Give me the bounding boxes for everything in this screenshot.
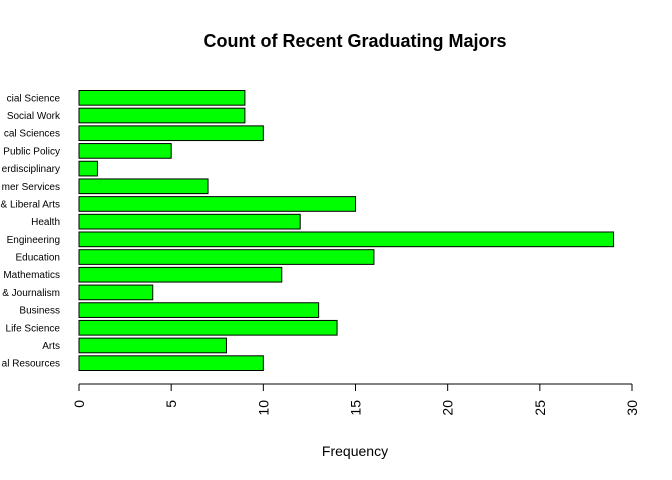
bar-5 bbox=[78, 266, 283, 283]
bar-15 bbox=[78, 90, 246, 106]
category-label: Mathematics bbox=[3, 270, 60, 281]
x-axis: 0 5 10 15 20 25 30 bbox=[71, 383, 640, 416]
chart-title: Count of Recent Graduating Majors bbox=[203, 31, 506, 51]
category-label: Education bbox=[16, 253, 60, 264]
category-label: Health bbox=[31, 217, 60, 228]
category-label: mer Services bbox=[2, 182, 60, 193]
bar-10 bbox=[78, 178, 209, 195]
bar-4 bbox=[78, 284, 154, 301]
bar-1 bbox=[78, 337, 227, 354]
category-labels: al Resources Arts Life Science Business & Jo… bbox=[1, 93, 61, 369]
x-tick-label: 10 bbox=[255, 400, 271, 416]
bar-12 bbox=[78, 143, 172, 159]
x-tick-label: 5 bbox=[163, 400, 179, 408]
category-label: Life Science bbox=[6, 323, 61, 334]
bar-14 bbox=[78, 107, 246, 124]
category-label: Arts bbox=[42, 341, 60, 352]
bar-6 bbox=[78, 249, 375, 265]
x-tick-label: 0 bbox=[71, 400, 87, 408]
x-tick-label: 30 bbox=[624, 400, 640, 416]
category-label: Engineering bbox=[7, 235, 60, 246]
x-tick-label: 20 bbox=[440, 400, 456, 416]
bar-7 bbox=[78, 231, 615, 248]
bar-11 bbox=[78, 160, 98, 177]
x-axis-title: Frequency bbox=[322, 443, 388, 459]
category-label: Business bbox=[19, 306, 60, 317]
category-label: & Liberal Arts bbox=[1, 199, 60, 210]
bar-9 bbox=[78, 196, 356, 212]
category-label: cial Science bbox=[7, 93, 61, 104]
category-label: al Resources bbox=[2, 359, 60, 370]
bar-8 bbox=[78, 213, 301, 230]
bar-0 bbox=[78, 355, 264, 371]
category-label: & Journalism bbox=[2, 288, 60, 299]
category-label: erdisciplinary bbox=[2, 164, 60, 175]
bar-13 bbox=[78, 125, 264, 142]
bars-group bbox=[78, 90, 615, 371]
category-label: Social Work bbox=[7, 111, 61, 122]
x-tick-label: 25 bbox=[532, 400, 548, 416]
category-label: Public Policy bbox=[3, 146, 60, 157]
x-tick-label: 15 bbox=[348, 400, 364, 416]
bar-3 bbox=[78, 302, 320, 318]
category-label: cal Sciences bbox=[4, 129, 60, 140]
bar-2 bbox=[78, 319, 338, 336]
